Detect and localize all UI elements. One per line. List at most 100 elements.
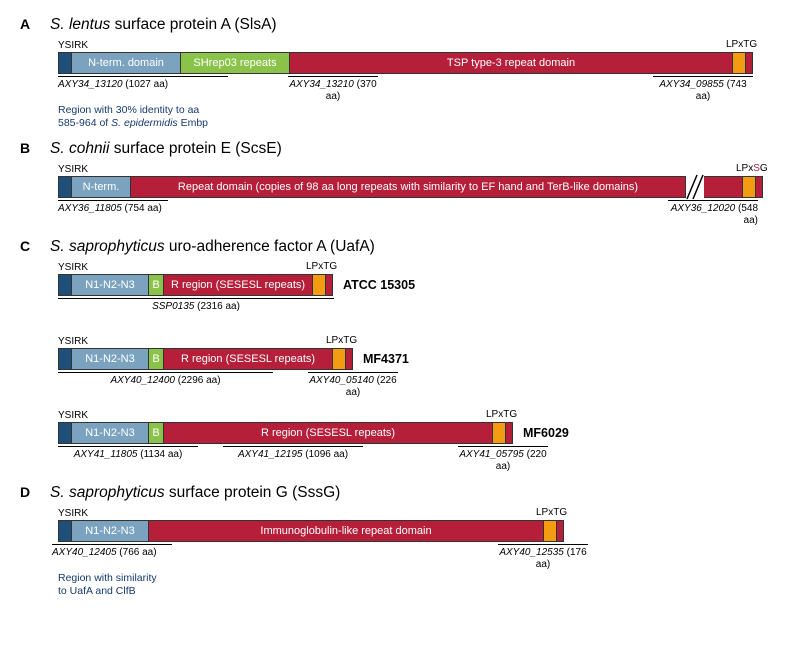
panel-title: S. cohnii surface protein E (ScsE) [50,140,282,158]
locus-annotation: AXY40_12400 (2296 aa) [58,372,273,387]
locus-annotation: AXY41_11805 (1134 aa) [58,446,198,461]
sequence-break [686,176,704,198]
protein-variant: YSIRK LPxTG N-term. domainSHrep03 repeatsT… [58,40,767,130]
locus-annotation: AXY41_12195 (1096 aa) [223,446,363,461]
domain-bar: N1-N2-N3BR region (SESESL repeats) ATCC 1… [58,274,767,296]
locus-annotation: AXY36_11805 (754 aa) [58,200,168,215]
panel-D: DS. saprophyticus surface protein G (Sss… [20,484,767,598]
domain-segment: N1-N2-N3 [71,274,149,296]
panel-header: C S. saprophyticus uro-adherence factor A… [20,238,767,256]
panel-letter: A [20,16,38,32]
domain-segment [492,422,506,444]
ysirk-label: YSIRK [58,40,88,51]
domain-bar: N1-N2-N3BR region (SESESL repeats) MF4371 [58,348,767,370]
domain-segment: N1-N2-N3 [71,422,149,444]
region-note: Region with 30% identity to aa585-964 of… [58,104,767,130]
domain-segment: N-term. [71,176,131,198]
lpxtg-label: LPxTG [326,335,357,346]
domain-bar: N1-N2-N3Immunoglobulin-like repeat domai… [58,520,767,542]
ysirk-label: YSIRK [58,336,88,347]
protein-variant: YSIRK LPxTG N1-N2-N3BR region (SESESL repe… [58,262,767,326]
panel-title: S. lentus surface protein A (SlsA) [50,16,277,34]
locus-annotations: AXY40_12400 (2296 aa) AXY40_05140 (226 aa… [58,372,767,400]
domain-segment [543,520,557,542]
lpxtg-label: LPxSG [736,163,768,174]
lpxtg-label: LPxTG [306,261,337,272]
panel-A: A S. lentus surface protein A (SlsA) YSIRK… [20,16,767,130]
domain-segment [732,52,746,74]
domain-segment: N-term. domain [71,52,181,74]
domain-segment [556,520,564,542]
domain-segment [703,176,743,198]
panel-letter: C [20,238,38,254]
domain-segment: TSP type-3 repeat domain [289,52,733,74]
protein-variant: YSIRK LPxTG N1-N2-N3BR region (SESESL repe… [58,336,767,400]
domain-segment [58,348,72,370]
protein-variant: YSIRK LPxSG N-term.Repeat domain (copies o… [58,164,767,228]
lpxtg-label: LPxTG [486,409,517,420]
locus-annotation: AXY36_12020 (548 aa) [668,200,758,226]
locus-annotations: SSP0135 (2316 aa) [58,298,767,326]
domain-segment: B [148,274,164,296]
ysirk-label: YSIRK [58,262,88,273]
domain-segment: R region (SESESL repeats) [163,348,333,370]
locus-annotation: AXY34_13210 (370 aa) [288,76,378,102]
protein-variant: YSIRK LPxTG N1-N2-N3BR region (SESESL repe… [58,410,767,474]
domain-segment [58,520,72,542]
locus-annotations: AXY41_11805 (1134 aa) AXY41_12195 (1096 a… [58,446,767,474]
ysirk-label: YSIRK [58,164,88,175]
domain-segment [332,348,346,370]
domain-segment: Repeat domain (copies of 98 aa long repe… [130,176,686,198]
panel-header: DS. saprophyticus surface protein G (Sss… [20,484,767,502]
domain-segment [755,176,763,198]
domain-bar: N-term.Repeat domain (copies of 98 aa lo… [58,176,767,198]
domain-segment [58,52,72,74]
panel-B: B S. cohnii surface protein E (ScsE) YSIRK… [20,140,767,228]
domain-segment [345,348,353,370]
strain-label: ATCC 15305 [343,278,415,292]
ysirk-label: YSIRK [58,410,88,421]
domain-segment [58,422,72,444]
domain-segment: N1-N2-N3 [71,348,149,370]
protein-variant: YSIRK LPxTG N1-N2-N3Immunoglobulin-like re… [58,508,767,598]
locus-annotation: AXY40_12405 (766 aa) [52,544,172,559]
domain-segment [745,52,753,74]
domain-segment [505,422,513,444]
domain-segment [58,274,72,296]
figure: A S. lentus surface protein A (SlsA) YSIRK… [20,16,767,599]
strain-label: MF6029 [523,426,569,440]
locus-annotation: AXY34_13120 (1027 aa) [58,76,228,91]
lpxtg-label: LPxTG [726,39,757,50]
ysirk-label: YSIRK [58,508,88,519]
domain-segment [742,176,756,198]
domain-segment [312,274,326,296]
domain-bar: N-term. domainSHrep03 repeatsTSP type-3 … [58,52,767,74]
strain-label: MF4371 [363,352,409,366]
domain-segment: B [148,422,164,444]
locus-annotation: AXY41_05795 (220 aa) [458,446,548,472]
domain-segment: SHrep03 repeats [180,52,290,74]
region-note: Region with similarityto UafA and ClfB [58,572,767,598]
locus-annotation: SSP0135 (2316 aa) [58,298,334,313]
domain-segment: R region (SESESL repeats) [163,274,313,296]
panel-header: A S. lentus surface protein A (SlsA) [20,16,767,34]
locus-annotations: AXY34_13120 (1027 aa) AXY34_13210 (370 aa… [58,76,767,104]
domain-segment: R region (SESESL repeats) [163,422,493,444]
panel-title: S. saprophyticus uro-adherence factor A … [50,238,375,256]
lpxtg-label: LPxTG [536,507,567,518]
locus-annotations: AXY36_11805 (754 aa) AXY36_12020 (548 aa) [58,200,767,228]
domain-segment: N1-N2-N3 [71,520,149,542]
domain-bar: N1-N2-N3BR region (SESESL repeats) MF6029 [58,422,767,444]
domain-segment: Immunoglobulin-like repeat domain [148,520,544,542]
panel-header: B S. cohnii surface protein E (ScsE) [20,140,767,158]
locus-annotation: AXY40_12535 (176 aa) [498,544,588,570]
panel-C: C S. saprophyticus uro-adherence factor A… [20,238,767,474]
panel-title: S. saprophyticus surface protein G (SssG… [50,484,340,502]
locus-annotations: AXY40_12405 (766 aa)AXY40_12535 (176 aa) [58,544,767,572]
domain-segment: B [148,348,164,370]
locus-annotation: AXY34_09855 (743 aa) [653,76,753,102]
panel-letter: B [20,140,38,156]
domain-segment [58,176,72,198]
locus-annotation: AXY40_05140 (226 aa) [308,372,398,398]
domain-segment [325,274,333,296]
